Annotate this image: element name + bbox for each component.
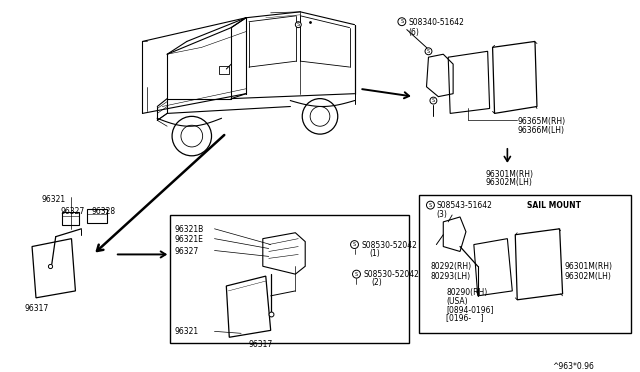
- Text: (3): (3): [436, 210, 447, 219]
- Text: S: S: [429, 203, 432, 208]
- Text: 80290(RH): 80290(RH): [446, 288, 488, 297]
- Circle shape: [430, 97, 437, 104]
- Text: 96321E: 96321E: [174, 235, 203, 244]
- Bar: [220, 66, 229, 74]
- Text: SAIL MOUNT: SAIL MOUNT: [527, 201, 581, 210]
- Bar: [419, 195, 630, 333]
- Text: S: S: [400, 19, 403, 24]
- Text: 96317: 96317: [249, 340, 273, 349]
- Text: 96327: 96327: [174, 247, 198, 256]
- Text: 96366M(LH): 96366M(LH): [517, 126, 564, 135]
- Circle shape: [351, 241, 358, 248]
- Text: 80293(LH): 80293(LH): [431, 272, 470, 281]
- Text: 96321: 96321: [174, 327, 198, 336]
- Text: [0196-    ]: [0196- ]: [446, 314, 484, 323]
- Text: (USA): (USA): [446, 297, 468, 306]
- Text: 96321B: 96321B: [174, 225, 204, 234]
- Text: 96327: 96327: [61, 207, 85, 216]
- Text: S08543-51642: S08543-51642: [436, 201, 492, 210]
- Text: 96328: 96328: [92, 207, 115, 216]
- Text: S: S: [432, 98, 435, 103]
- Bar: [87, 209, 107, 223]
- Circle shape: [295, 22, 301, 28]
- Text: (2): (2): [371, 278, 382, 287]
- Text: S08340-51642
(6): S08340-51642 (6): [409, 18, 465, 37]
- Circle shape: [426, 201, 435, 209]
- Text: [0894-0196]: [0894-0196]: [446, 305, 493, 314]
- Text: (1): (1): [369, 248, 380, 257]
- Text: 96365M(RH): 96365M(RH): [517, 117, 565, 126]
- Circle shape: [398, 18, 406, 26]
- Text: S08530-52042: S08530-52042: [362, 241, 417, 250]
- Text: S: S: [353, 242, 356, 247]
- Text: 96301M(RH): 96301M(RH): [564, 262, 612, 271]
- Bar: [61, 212, 79, 225]
- Text: 96301M(RH): 96301M(RH): [486, 170, 534, 179]
- Text: 96321: 96321: [42, 195, 66, 204]
- Circle shape: [353, 270, 360, 278]
- Text: 80292(RH): 80292(RH): [431, 262, 472, 271]
- Text: ^963*0.96: ^963*0.96: [552, 362, 594, 371]
- Text: 96317: 96317: [24, 304, 49, 313]
- Bar: [170, 215, 409, 343]
- Text: S: S: [427, 49, 430, 54]
- Text: 96302M(LH): 96302M(LH): [564, 272, 611, 281]
- Text: S: S: [355, 272, 358, 277]
- Text: S: S: [297, 22, 300, 27]
- Text: 96302M(LH): 96302M(LH): [486, 179, 532, 187]
- Circle shape: [425, 48, 432, 55]
- Text: S08530-52042: S08530-52042: [364, 270, 419, 279]
